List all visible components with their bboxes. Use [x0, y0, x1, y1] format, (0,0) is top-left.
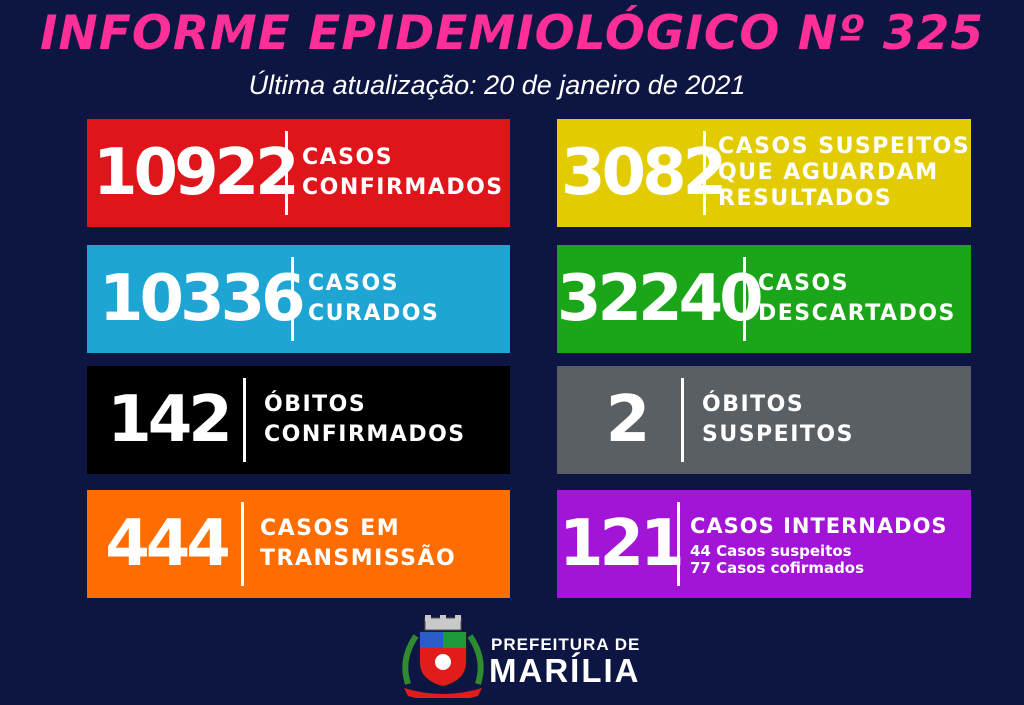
transmission-cases-value: 444	[105, 507, 231, 581]
divider	[743, 257, 746, 341]
card-suspected-deaths: 2 ÓBITOS SUSPEITOS	[557, 366, 971, 474]
card-transmission-cases: 444 CASOS EM TRANSMISSÃO	[87, 490, 510, 598]
hospitalized-confirmed-detail: 77 Casos cofirmados	[690, 559, 865, 577]
suspected-cases-value: 3082	[561, 136, 727, 210]
discarded-cases-value: 32240	[557, 262, 764, 336]
divider	[291, 257, 294, 341]
hospitalized-cases-value: 121	[559, 507, 685, 581]
hospitalized-suspected-detail: 44 Casos suspeitos	[690, 542, 852, 560]
page-title: INFORME EPIDEMIOLÓGICO Nº 325	[39, 6, 985, 61]
confirmed-deaths-label: ÓBITOS CONFIRMADOS	[264, 392, 466, 447]
divider	[681, 378, 684, 462]
transmission-cases-label: CASOS EM TRANSMISSÃO	[260, 516, 457, 571]
cured-cases-label: CASOS CURADOS	[308, 271, 440, 326]
card-hospitalized-cases: 121 CASOS INTERNADOS 44 Casos suspeitos …	[557, 490, 971, 598]
card-suspected-cases: 3082 CASOS SUSPEITOS QUE AGUARDAM RESULT…	[557, 119, 971, 227]
city-hall-logo: PREFEITURA DE MARÍLIA	[398, 614, 641, 698]
divider	[285, 131, 288, 215]
last-update-subtitle: Última atualização: 20 de janeiro de 202…	[248, 70, 746, 100]
cured-cases-value: 10336	[99, 262, 306, 336]
discarded-cases-label: CASOS DESCARTADOS	[758, 271, 956, 326]
coat-of-arms-icon	[402, 615, 484, 698]
confirmed-cases-label: CASOS CONFIRMADOS	[302, 145, 504, 200]
footer-line2: MARÍLIA	[489, 652, 641, 689]
card-confirmed-cases: 10922 CASOS CONFIRMADOS	[87, 119, 510, 227]
suspected-deaths-label: ÓBITOS SUSPEITOS	[702, 392, 854, 447]
divider	[241, 502, 244, 586]
card-discarded-cases: 32240 CASOS DESCARTADOS	[557, 245, 971, 353]
divider	[703, 131, 706, 215]
footer-line1: PREFEITURA DE	[491, 635, 641, 654]
suspected-deaths-value: 2	[605, 383, 651, 457]
confirmed-deaths-value: 142	[107, 383, 233, 457]
divider	[677, 502, 680, 586]
card-cured-cases: 10336 CASOS CURADOS	[87, 245, 510, 353]
hospitalized-cases-label: CASOS INTERNADOS 44 Casos suspeitos 77 C…	[690, 514, 948, 577]
confirmed-cases-value: 10922	[93, 136, 300, 210]
suspected-cases-label: CASOS SUSPEITOS QUE AGUARDAM RESULTADOS	[718, 134, 971, 211]
card-confirmed-deaths: 142 ÓBITOS CONFIRMADOS	[87, 366, 510, 474]
divider	[243, 378, 246, 462]
